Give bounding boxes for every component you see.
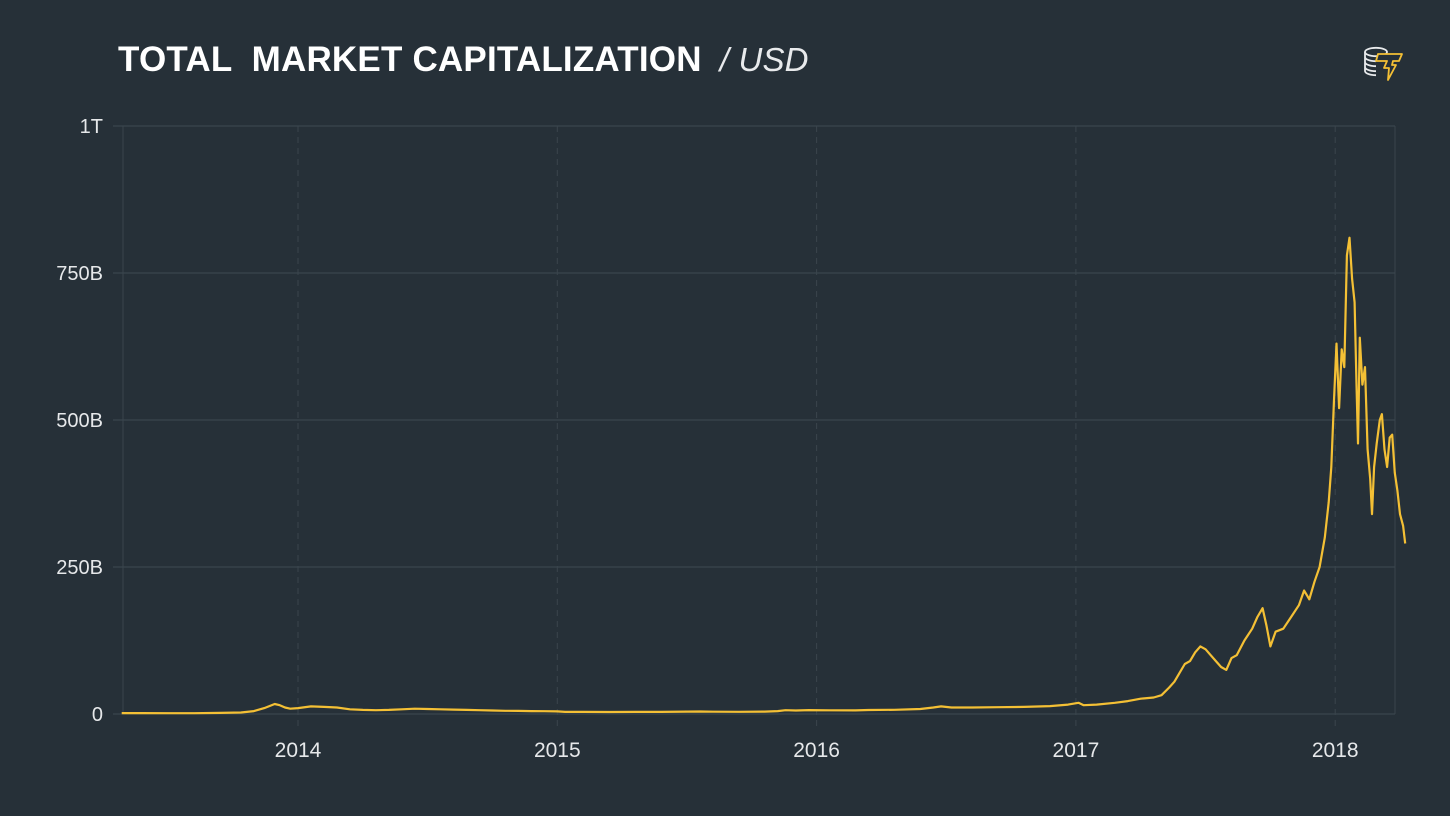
y-tick-label: 500B bbox=[56, 410, 103, 432]
y-axis-ticks: 0 250B 500B 750B 1T bbox=[56, 116, 103, 726]
market-cap-line bbox=[121, 236, 1407, 715]
x-tick-label: 2016 bbox=[793, 739, 840, 762]
y-tick-label: 0 bbox=[92, 704, 103, 726]
chart-grid bbox=[113, 125, 1396, 728]
x-tick-label: 2018 bbox=[1312, 739, 1359, 762]
title-text: TOTAL MARKET CAPITALIZATION bbox=[118, 40, 702, 79]
y-tick-label: 250B bbox=[56, 557, 103, 579]
x-tick-label: 2015 bbox=[534, 739, 581, 762]
title-unit: / USD bbox=[719, 41, 809, 78]
y-tick-label: 1T bbox=[80, 116, 103, 138]
y-tick-label: 750B bbox=[56, 263, 103, 285]
coins-lightning-logo-icon bbox=[1364, 46, 1403, 81]
x-axis-ticks: 2014 2015 2016 2017 2018 bbox=[275, 739, 1359, 762]
x-tick-label: 2017 bbox=[1053, 739, 1100, 762]
chart-title: TOTAL MARKET CAPITALIZATION / USD bbox=[118, 40, 809, 80]
x-tick-label: 2014 bbox=[275, 739, 322, 762]
